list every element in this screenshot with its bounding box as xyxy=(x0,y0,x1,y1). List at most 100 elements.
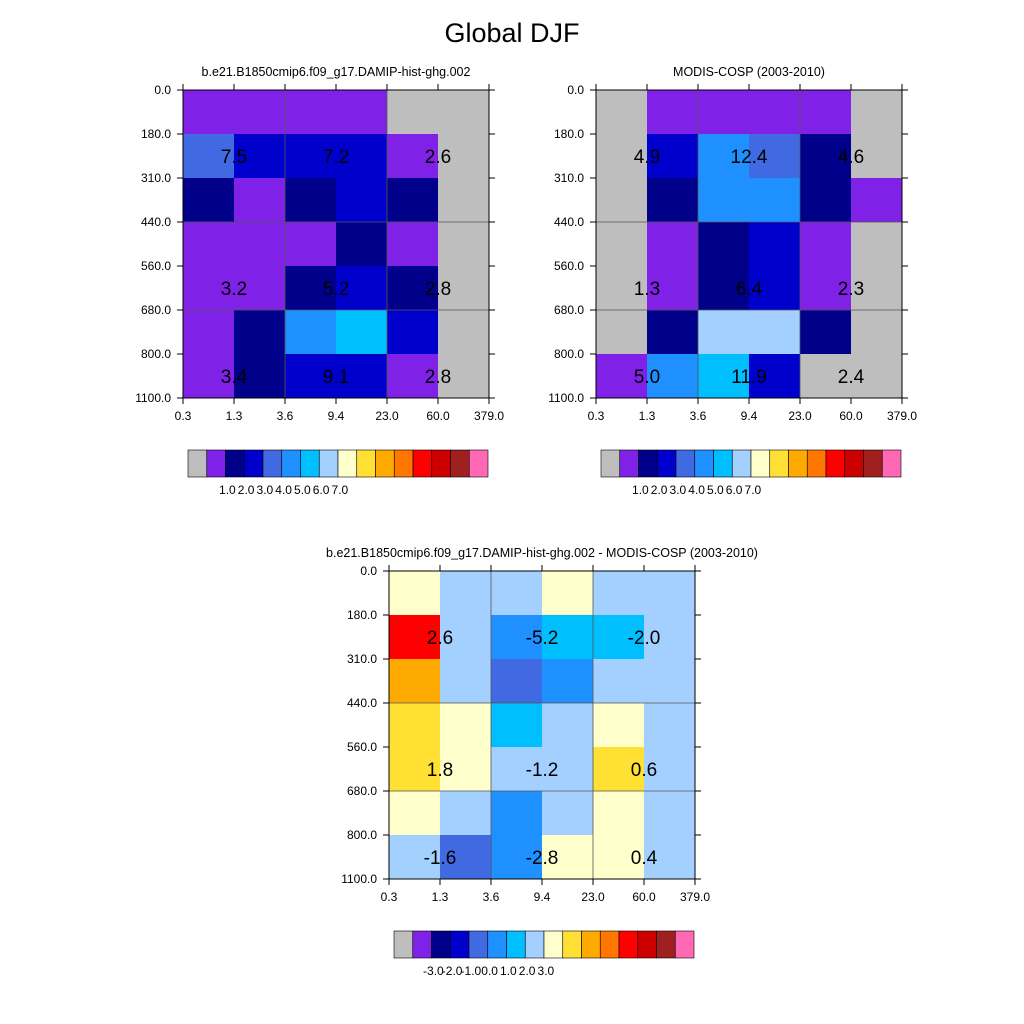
heatmap-cell xyxy=(647,134,699,179)
heatmap-cell xyxy=(440,835,492,880)
heatmap-cell xyxy=(234,90,286,135)
cell-annotation: 2.8 xyxy=(425,367,451,388)
heatmap-cell xyxy=(800,134,852,179)
colorbar-swatch xyxy=(524,930,545,959)
panel-title: MODIS-COSP (2003-2010) xyxy=(673,65,825,79)
y-tick-label: 180.0 xyxy=(554,127,584,141)
heatmap-cell xyxy=(644,791,696,836)
heatmap-cell xyxy=(644,659,696,704)
heatmap-cell xyxy=(491,571,543,616)
x-tick-label: 23.0 xyxy=(581,890,605,904)
y-tick-label: 800.0 xyxy=(554,347,584,361)
cell-annotation: 0.4 xyxy=(631,848,658,869)
heatmap-cell xyxy=(491,659,543,704)
colorbar-label: 0.0 xyxy=(481,964,498,978)
heatmap-cell xyxy=(542,659,594,704)
colorbar-label: 3.0 xyxy=(538,964,555,978)
heatmap-cell xyxy=(389,835,441,880)
heatmap-cell xyxy=(593,747,645,792)
colorbar-swatch xyxy=(713,449,733,478)
cell-annotation: 7.2 xyxy=(323,147,349,168)
colorbar-label: 7.0 xyxy=(745,483,762,497)
colorbar-swatch xyxy=(506,930,526,959)
heatmap-panel-difference: b.e21.B1850cmip6.f09_g17.DAMIP-hist-ghg.… xyxy=(326,546,758,978)
colorbar-swatch xyxy=(393,449,414,478)
cell-annotation: -1.2 xyxy=(526,760,559,781)
heatmap-cell xyxy=(389,791,441,836)
cell-annotation: 7.5 xyxy=(221,147,247,168)
colorbar-swatch xyxy=(487,930,507,959)
heatmap-cell xyxy=(285,178,337,223)
x-tick-label: 3.6 xyxy=(690,409,707,423)
heatmap-cell xyxy=(234,310,286,355)
heatmap-cell xyxy=(387,134,439,179)
heatmap-cell xyxy=(438,222,490,267)
y-tick-label: 560.0 xyxy=(554,259,584,273)
heatmap-cell xyxy=(851,134,903,179)
x-tick-label: 0.3 xyxy=(588,409,605,423)
heatmap-cell xyxy=(596,266,648,311)
colorbar-label: 2.0 xyxy=(238,483,255,497)
y-tick-label: 680.0 xyxy=(347,784,377,798)
heatmap-cell xyxy=(800,266,852,311)
cell-annotation: 3.2 xyxy=(221,279,247,300)
colorbar-swatch xyxy=(637,930,657,959)
heatmap-cell xyxy=(593,571,645,616)
heatmap-cell xyxy=(542,747,594,792)
heatmap-panel-obs: MODIS-COSP (2003-2010) 0.3 1.3 3.6 9.4 23.0 60… xyxy=(548,65,917,497)
y-tick-label: 560.0 xyxy=(141,259,171,273)
y-tick-label: 1100.0 xyxy=(135,391,171,405)
colorbar-label: 3.0 xyxy=(257,483,274,497)
colorbar-label: -1.0 xyxy=(461,964,482,978)
heatmap-cell xyxy=(749,178,801,223)
heatmap-cell xyxy=(183,134,235,179)
colorbar-swatch xyxy=(375,449,395,478)
colorbar-swatch xyxy=(618,930,639,959)
heatmap-cell xyxy=(596,134,648,179)
heatmap-cell xyxy=(596,178,648,223)
x-tick-label: 9.4 xyxy=(534,890,551,904)
heatmap-cell xyxy=(749,134,801,179)
colorbar-swatch xyxy=(881,449,902,478)
colorbar-swatch xyxy=(450,449,470,478)
heatmap-cell xyxy=(389,747,441,792)
heatmap-cell xyxy=(234,178,286,223)
colorbar-swatch xyxy=(225,449,245,478)
heatmap-cell xyxy=(336,266,388,311)
cell-annotation: -2.0 xyxy=(628,628,661,649)
heatmap-cell xyxy=(542,791,594,836)
heatmap-cell xyxy=(285,354,337,399)
colorbar-swatch xyxy=(788,449,808,478)
heatmap-cell xyxy=(593,615,645,660)
y-tick-label: 560.0 xyxy=(347,740,377,754)
heatmap-cell xyxy=(647,178,699,223)
y-tick-label: 310.0 xyxy=(141,171,171,185)
colorbar-swatch xyxy=(638,449,658,478)
heatmap-cell xyxy=(749,90,801,135)
heatmap-cell xyxy=(440,747,492,792)
heatmap-cell xyxy=(387,354,439,399)
heatmap-cell xyxy=(440,659,492,704)
heatmap-cell xyxy=(851,90,903,135)
heatmap-cell xyxy=(336,178,388,223)
heatmap-cell xyxy=(698,266,750,311)
heatmap-cell xyxy=(542,571,594,616)
heatmap-cell xyxy=(183,90,235,135)
heatmap-cell xyxy=(183,222,235,267)
heatmap-cell xyxy=(387,90,439,135)
heatmap-cell xyxy=(183,178,235,223)
colorbar-swatch xyxy=(656,449,677,478)
colorbar-swatch xyxy=(863,449,883,478)
y-tick-label: 180.0 xyxy=(347,608,377,622)
colorbar-swatch xyxy=(187,449,208,478)
y-tick-label: 680.0 xyxy=(141,303,171,317)
colorbar-swatch xyxy=(543,930,564,959)
heatmap-cell xyxy=(285,266,337,311)
colorbar-swatch xyxy=(675,449,696,478)
heatmap-cell xyxy=(851,178,903,223)
heatmap-cell xyxy=(336,354,388,399)
heatmap-cell xyxy=(644,571,696,616)
cell-annotation: 3.4 xyxy=(221,367,248,388)
cell-annotation: 2.3 xyxy=(838,279,864,300)
heatmap-cell xyxy=(440,791,492,836)
